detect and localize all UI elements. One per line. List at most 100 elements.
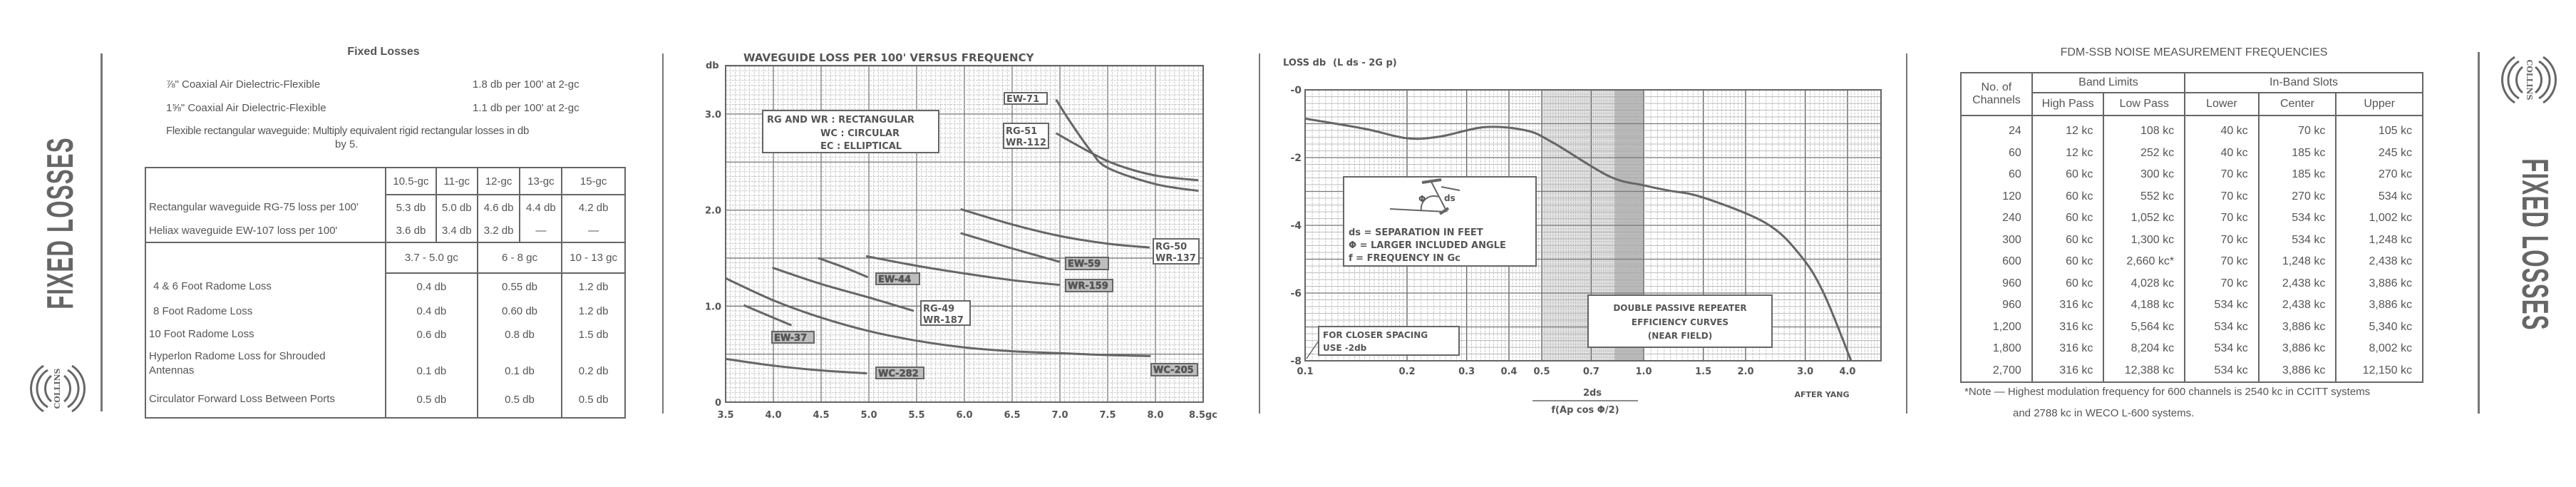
series-curve-ew-44: [818, 257, 869, 279]
legend-item: RG AND WR : RECTANGULAR: [767, 115, 915, 125]
y-tick-label: -4: [1290, 220, 1302, 232]
series-curve-ew-71: [1055, 98, 1199, 193]
column-header-upper: Upper: [2335, 93, 2423, 116]
table-cell: 2,438 kc: [2335, 251, 2423, 273]
annotation-text: USE -2db: [1323, 343, 1367, 353]
table-cell: 70 kc: [2184, 229, 2259, 251]
table-cell: 534 kc: [2257, 229, 2337, 251]
table-cell: 70 kc: [2184, 164, 2259, 186]
table-cell: 316 kc: [2031, 294, 2104, 317]
y-axis-label: db: [706, 61, 719, 71]
fixed-losses-table: 10.5-gc 11-gc 12-gc 13-gc 15-gc Rectangular w…: [145, 167, 626, 419]
table-cell: 1.2 db: [561, 273, 625, 299]
table-cell: 600: [2002, 255, 2021, 268]
table-cell: 5.3 db: [385, 195, 436, 220]
series-label: WR-187: [923, 315, 964, 326]
table-cell: 0.6 db: [385, 323, 478, 346]
column-header-center: Center: [2257, 93, 2337, 116]
x-axis-label-numerator: 2ds: [1583, 388, 1602, 399]
x-tick-label: 7.0: [1051, 410, 1068, 421]
column-group-in-band-slots: In-Band Slots: [2184, 73, 2423, 93]
y-axis-formula: (L ds - 2G p): [1333, 58, 1397, 68]
column-header: 15-gc: [561, 168, 625, 195]
column-header-low-pass: Low Pass: [2103, 93, 2185, 116]
chart-title: WAVEGUIDE LOSS PER 100' VERSUS FREQUENCY: [743, 51, 1035, 64]
table-cell: 108 kc: [2103, 116, 2185, 143]
table-cell: 0.5 db: [561, 381, 625, 418]
table-row: Rectangular waveguide RG-75 loss per 100…: [145, 195, 625, 220]
table-cell: 316 kc: [2031, 359, 2104, 382]
closer-spacing-note: FOR CLOSER SPACING USE -2db: [1306, 326, 1460, 359]
legend-item: ds = SEPARATION IN FEET: [1349, 227, 1483, 238]
table-cell: 60 kc: [2031, 185, 2104, 207]
table-cell: 3,886 kc: [2335, 272, 2423, 294]
x-tick-label: 8.5gc: [1189, 410, 1217, 421]
table-cell: 4.4 db: [519, 195, 562, 220]
chart-series: [725, 98, 1199, 375]
table-row: 120 60 kc 552 kc 70 kc 270 kc 534 kc: [1961, 185, 2423, 207]
table-row: 960 316 kc 4,188 kc 534 kc 2,438 kc 3,886 kc: [1961, 294, 2423, 317]
table-footnote: *Note — Highest modulation frequency for…: [1964, 386, 2371, 398]
table-cell: 1,800: [1992, 342, 2021, 355]
coax-line-label: 1⅝" Coaxial Air Dielectric-Flexible: [166, 102, 326, 114]
y-tick-label: -8: [1290, 356, 1302, 367]
y-tick-label: 3.0: [705, 110, 721, 121]
column-header-channels: No. of Channels: [1961, 73, 2032, 116]
row-label: Heliax waveguide EW-107 loss per 100': [149, 225, 338, 237]
table-cell: 0.60 db: [476, 299, 562, 323]
table-cell: —: [519, 220, 562, 242]
table-cell: 534 kc: [2184, 316, 2259, 338]
table-row: Circulator Forward Loss Between Ports 0.5…: [145, 381, 625, 418]
table-cell: 534 kc: [2184, 338, 2259, 360]
coax-line-value: 1.8 db per 100' at 2-gc: [473, 78, 579, 91]
x-tick-label: 5.0: [860, 410, 877, 421]
table-row: 300 60 kc 1,300 kc 70 kc 534 kc 1,248 kc: [1961, 229, 2423, 251]
tick-labels: 0.1 0.2 0.3 0.4 0.5 0.7 1.0 1.5 2.0 3.0 4.0 -0 -2 -4 -…: [1290, 85, 1855, 377]
table-cell: 12,388 kc: [2103, 359, 2185, 382]
x-tick-label: 1.5: [1695, 366, 1711, 377]
x-tick-label: 4.0: [765, 410, 781, 421]
table-cell: 12 kc: [2031, 116, 2104, 143]
table-cell: 4.2 db: [561, 195, 625, 220]
legend-item: f = FREQUENCY IN Gc: [1349, 253, 1460, 264]
y-tick-label: 0: [715, 398, 721, 409]
table-cell: 185 kc: [2257, 142, 2337, 164]
table-cell: 60 kc: [2031, 207, 2104, 230]
diagram-separation-label: ds: [1444, 193, 1456, 203]
series-label: RG-49: [923, 304, 954, 314]
table-cell: 1,248 kc: [2335, 229, 2423, 251]
table-row: 10 Foot Radome Loss 0.6 db 0.8 db 1.5 db: [145, 323, 625, 346]
legend-item: Φ = LARGER INCLUDED ANGLE: [1349, 240, 1506, 251]
column-header: 10.5-gc: [385, 168, 436, 195]
table-cell: 2,438 kc: [2257, 272, 2337, 294]
collins-logo-icon: COLLINS: [30, 364, 86, 413]
noise-frequencies-table: No. of Channels Band Limits In-Band Slot…: [1960, 72, 2423, 383]
table-cell: 70 kc: [2184, 272, 2259, 294]
column-header: 12-gc: [476, 168, 520, 195]
table-cell: 185 kc: [2257, 164, 2337, 186]
table-cell: 0.1 db: [385, 346, 478, 381]
chart-series: [1304, 117, 1853, 362]
table-cell: 534 kc: [2184, 294, 2259, 317]
series-label-box: [1065, 279, 1113, 292]
table-cell: 4,188 kc: [2103, 294, 2185, 317]
x-axis-label-denominator: f(Ap cos Φ/2): [1551, 405, 1619, 416]
page-title: Fixed Losses: [347, 46, 420, 58]
column-header: 3.7 - 5.0 gc: [385, 242, 478, 274]
divider: [101, 53, 103, 411]
table-cell: 316 kc: [2031, 316, 2104, 338]
x-tick-label: 4.5: [813, 410, 829, 421]
diagram-angle-label: Φ: [1418, 194, 1426, 204]
legend-box: RG AND WR : RECTANGULAR WC : CIRCULAR EC…: [762, 110, 939, 153]
series-label: EW-71: [1006, 94, 1039, 105]
table-cell: 1,300 kc: [2103, 229, 2185, 251]
chart-caption-box: DOUBLE PASSIVE REPEATER EFFICIENCY CURVE…: [1587, 294, 1773, 348]
side-label-fixed-losses: FIXED LOSSES: [2514, 158, 2555, 331]
row-label: Circulator Forward Loss Between Ports: [149, 393, 335, 405]
divider: [1259, 53, 1260, 414]
table-cell: 960: [2002, 277, 2021, 289]
table-cell: 3.4 db: [435, 220, 478, 242]
